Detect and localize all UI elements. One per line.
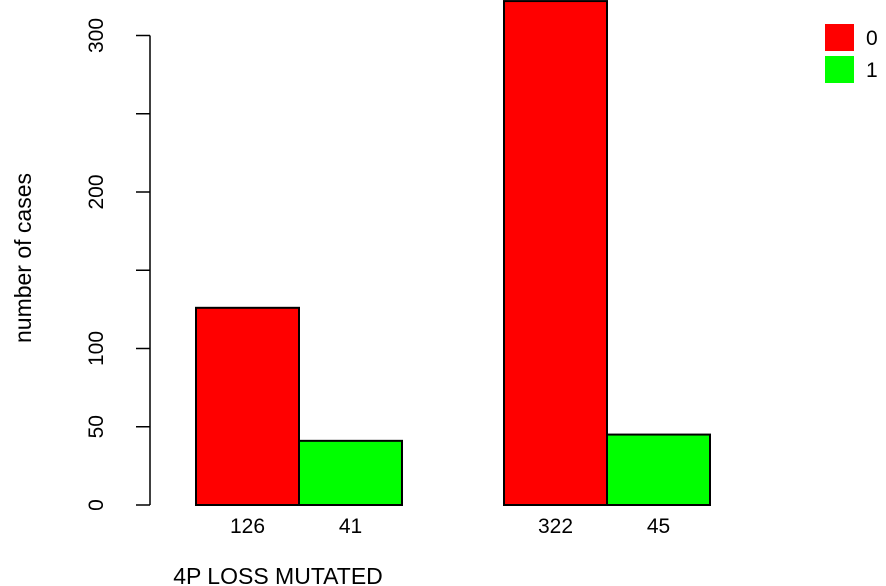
y-tick-label: 0 (85, 499, 108, 511)
y-tick-label: 200 (85, 174, 108, 209)
bars-layer (195, 0, 711, 507)
x-tick-labels: 126 41 322 45 (230, 515, 670, 538)
legend-label: 0 (866, 27, 878, 50)
legend-label: 1 (866, 59, 878, 82)
y-tick-label: 300 (85, 18, 108, 53)
bar-group1-series-1 (298, 439, 403, 506)
x-tick-label: 41 (339, 515, 362, 538)
y-tick-label: 50 (85, 415, 108, 438)
legend: 01 (825, 24, 878, 83)
x-axis-title: 4P LOSS MUTATED (173, 563, 383, 586)
y-axis-title: number of cases (10, 173, 36, 343)
x-tick-label: 45 (647, 515, 670, 538)
y-tick-label: 100 (85, 331, 108, 366)
legend-swatch-1 (825, 56, 854, 83)
legend-swatch-0 (825, 24, 854, 51)
bar-group1-series-0 (195, 306, 300, 506)
x-tick-label: 126 (230, 515, 265, 538)
x-tick-label: 322 (538, 515, 573, 538)
bar-group2-series-1 (606, 433, 711, 507)
bar-group2-series-0 (503, 0, 608, 506)
y-axis: 0 50 100 200 300 (85, 18, 151, 511)
